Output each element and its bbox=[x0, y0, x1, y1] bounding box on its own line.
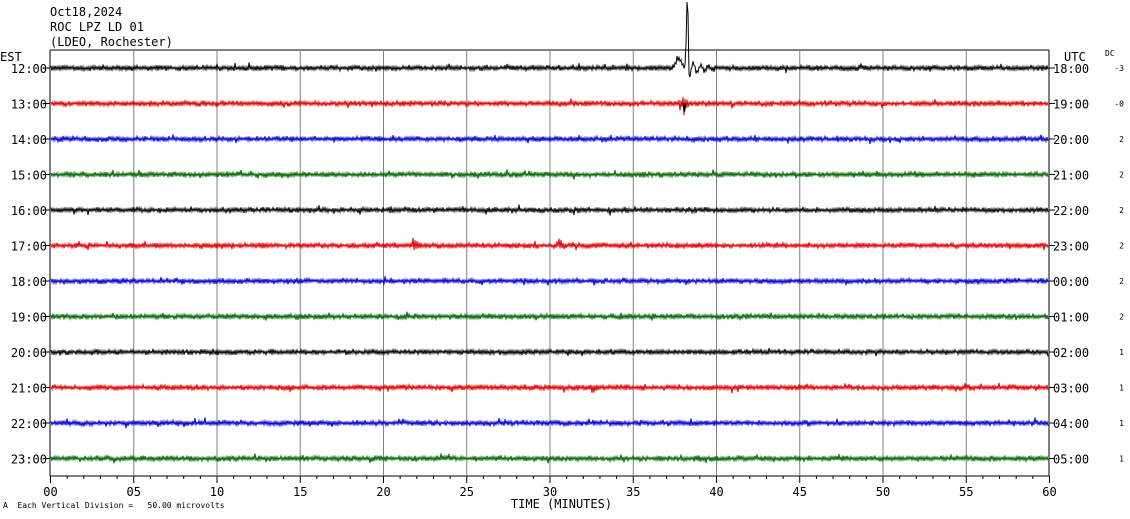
x-axis-title: TIME (MINUTES) bbox=[511, 497, 612, 511]
row-dc-offset: 2 bbox=[1119, 277, 1124, 286]
row-label-utc: 23:00 bbox=[1053, 240, 1089, 254]
x-tick-label: 10 bbox=[210, 485, 224, 499]
right-timezone-label: UTC bbox=[1064, 50, 1086, 64]
trace-2000 bbox=[50, 347, 1049, 357]
x-tick-label: 15 bbox=[293, 485, 307, 499]
row-label-utc: 00:00 bbox=[1053, 275, 1089, 289]
footnote-scale: A Each Vertical Division = 50.00 microvo… bbox=[3, 501, 225, 511]
row-dc-offset: -3 bbox=[1114, 64, 1124, 73]
trace-1700 bbox=[50, 237, 1049, 251]
row-dc-offset: 1 bbox=[1119, 348, 1124, 357]
trace-1200 bbox=[50, 1, 1049, 78]
axis-labels: 00 05 10 15 20 25 30 35 40 45 50 55 60 TIME (MINUTES)… bbox=[11, 62, 1124, 511]
row-label-utc: 03:00 bbox=[1053, 382, 1089, 396]
row-label-est: 13:00 bbox=[11, 98, 47, 112]
seismic-traces bbox=[50, 1, 1049, 464]
row-label-utc: 01:00 bbox=[1053, 311, 1089, 325]
row-label-utc: 21:00 bbox=[1053, 169, 1089, 183]
row-label-utc: 04:00 bbox=[1053, 417, 1089, 431]
x-tick-label: 45 bbox=[793, 485, 807, 499]
header-station: ROC LPZ LD 01 bbox=[50, 20, 144, 34]
row-dc-offset: 1 bbox=[1119, 455, 1124, 464]
trace-2100 bbox=[50, 382, 1049, 394]
row-dc-offset: -0 bbox=[1114, 100, 1124, 109]
trace-1800 bbox=[50, 276, 1049, 286]
row-label-est: 17:00 bbox=[11, 240, 47, 254]
row-label-est: 21:00 bbox=[11, 382, 47, 396]
row-dc-offset: 2 bbox=[1119, 135, 1124, 144]
x-tick-label: 55 bbox=[959, 485, 973, 499]
header-network: (LDEO, Rochester) bbox=[50, 35, 173, 49]
x-tick-label: 30 bbox=[543, 485, 557, 499]
trace-2200 bbox=[50, 417, 1049, 429]
row-dc-offset: 2 bbox=[1119, 242, 1124, 251]
trace-2300 bbox=[50, 453, 1049, 464]
x-tick-label: 20 bbox=[376, 485, 390, 499]
trace-1300 bbox=[50, 97, 1049, 116]
x-tick-label: 50 bbox=[876, 485, 890, 499]
row-label-est: 15:00 bbox=[11, 169, 47, 183]
row-label-utc: 18:00 bbox=[1053, 62, 1089, 76]
row-dc-offset: 2 bbox=[1119, 206, 1124, 215]
trace-1500 bbox=[50, 169, 1049, 180]
row-label-est: 19:00 bbox=[11, 311, 47, 325]
dc-column-label: DC bbox=[1105, 49, 1115, 58]
x-tick-label: 00 bbox=[43, 485, 57, 499]
trace-1600 bbox=[50, 204, 1049, 216]
x-tick-label: 60 bbox=[1042, 485, 1056, 499]
row-label-utc: 02:00 bbox=[1053, 346, 1089, 360]
row-label-utc: 20:00 bbox=[1053, 133, 1089, 147]
x-tick-label: 35 bbox=[626, 485, 640, 499]
row-label-est: 23:00 bbox=[11, 453, 47, 467]
row-label-utc: 05:00 bbox=[1053, 453, 1089, 467]
row-label-est: 12:00 bbox=[11, 62, 47, 76]
footnote-marker: A bbox=[3, 501, 8, 510]
row-label-utc: 22:00 bbox=[1053, 204, 1089, 218]
row-dc-offset: 2 bbox=[1119, 313, 1124, 322]
row-label-est: 22:00 bbox=[11, 417, 47, 431]
header-date: Oct18,2024 bbox=[50, 5, 123, 19]
row-label-est: 16:00 bbox=[11, 204, 47, 218]
trace-1400 bbox=[50, 134, 1049, 145]
row-label-utc: 19:00 bbox=[1053, 98, 1089, 112]
row-dc-offset: 1 bbox=[1119, 419, 1124, 428]
quake-tail bbox=[682, 103, 687, 112]
footnote-text: Each Vertical Division = 50.00 microvolt… bbox=[17, 501, 225, 510]
row-label-est: 18:00 bbox=[11, 275, 47, 289]
x-tick-label: 05 bbox=[127, 485, 141, 499]
row-dc-offset: 1 bbox=[1119, 384, 1124, 393]
x-tick-label: 25 bbox=[460, 485, 474, 499]
trace-1900 bbox=[50, 311, 1049, 322]
grid-lines bbox=[44, 49, 1055, 483]
row-dc-offset: 2 bbox=[1119, 171, 1124, 180]
x-tick-label: 40 bbox=[709, 485, 723, 499]
row-label-est: 20:00 bbox=[11, 346, 47, 360]
row-label-est: 14:00 bbox=[11, 133, 47, 147]
left-timezone-label: EST bbox=[0, 50, 22, 64]
